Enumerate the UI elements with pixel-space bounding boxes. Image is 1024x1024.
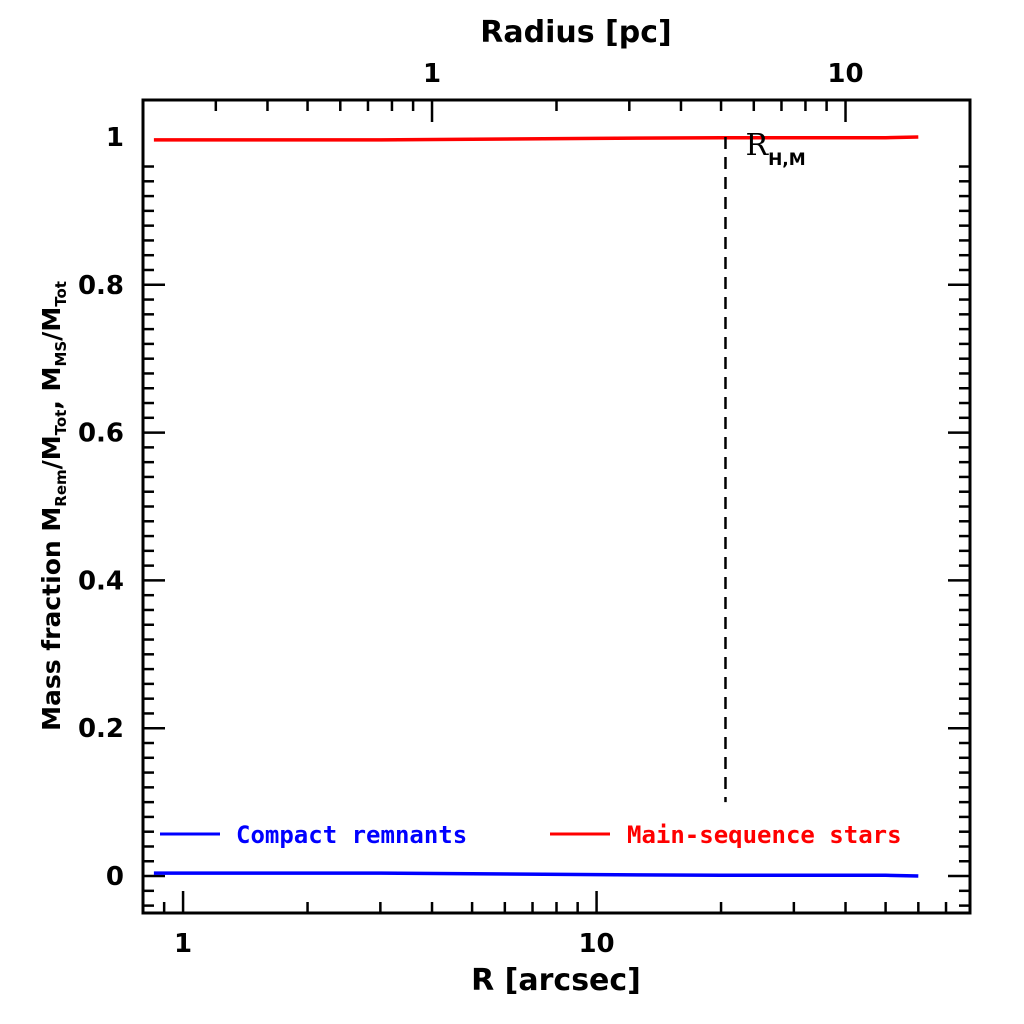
y-tick-label: 0 <box>106 862 124 892</box>
series-lines <box>153 135 919 878</box>
y-axis-title: Mass fraction MRem/MTot, MMS/MTot <box>37 281 70 731</box>
y-tick-label: 0.4 <box>78 566 124 596</box>
series-line-main-sequence-stars <box>153 135 919 142</box>
half-mass-radius-label: RH,M <box>745 128 805 170</box>
plot-frame <box>141 98 972 915</box>
x-tick-label: 1 <box>174 929 192 959</box>
legend-label-main-sequence-stars: Main-sequence stars <box>627 821 902 849</box>
series-line-compact-remnants <box>153 871 919 878</box>
x-tick-label: 10 <box>578 929 614 959</box>
x2-axis-title: Radius [pc] <box>480 15 671 50</box>
y-tick-label: 0.2 <box>78 714 124 744</box>
legend: Compact remnants Main-sequence stars <box>160 821 902 849</box>
y-tick-label: 0.8 <box>78 271 124 301</box>
y-tick-label: 1 <box>106 123 124 153</box>
legend-label-compact-remnants: Compact remnants <box>236 821 467 849</box>
x-axis-title: R [arcsec] <box>471 963 641 998</box>
y-tick-label: 0.6 <box>78 419 124 449</box>
tick-labels: 1 10 1 10 0 0.2 0.4 0.6 0.8 1 <box>78 59 864 959</box>
x2-tick-label: 1 <box>423 59 441 89</box>
axis-ticks <box>141 100 972 913</box>
x2-tick-label: 10 <box>827 59 863 89</box>
